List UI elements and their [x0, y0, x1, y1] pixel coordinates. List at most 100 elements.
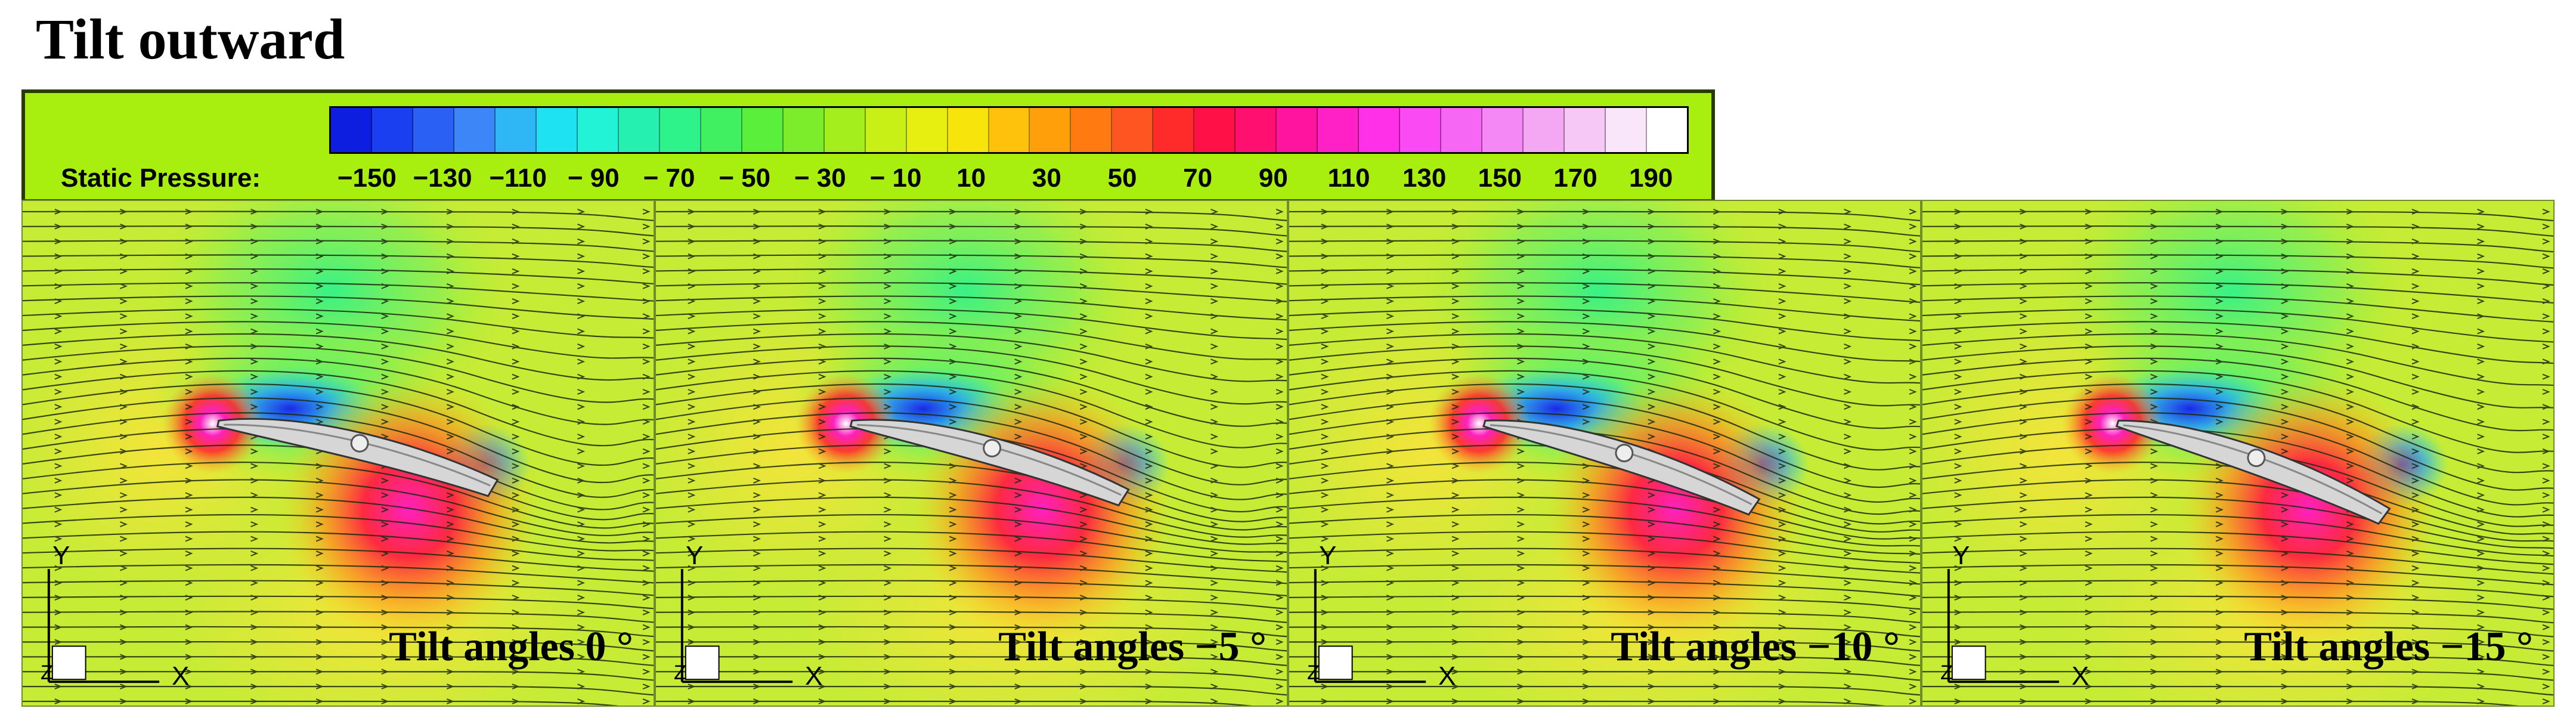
streamline	[23, 547, 654, 572]
axis-z-label: Z	[674, 661, 686, 684]
streamline	[1289, 700, 1886, 706]
axis-y-label: Y	[1952, 541, 1970, 570]
streamline	[23, 531, 654, 561]
streamline	[1289, 513, 1920, 555]
streamline	[1289, 656, 1920, 666]
streamline	[656, 564, 1287, 584]
streamline	[1922, 308, 2553, 343]
streamline	[1289, 282, 1920, 303]
streamline	[656, 641, 1287, 652]
streamline	[1289, 383, 1920, 471]
streamline	[23, 496, 654, 544]
axis-x-label: X	[172, 661, 190, 691]
streamline	[1922, 513, 2553, 557]
streamline	[23, 295, 654, 320]
streamline	[1922, 370, 2553, 453]
streamline	[1922, 383, 2553, 474]
streamline	[1289, 496, 1920, 547]
streamline	[23, 240, 654, 252]
axis-y-label: Y	[52, 541, 70, 570]
colorbar-tick-label: −110	[489, 163, 547, 193]
colorbar-cell	[701, 108, 742, 152]
panel-label: Tilt angles −10 °	[1611, 624, 1900, 670]
streamline	[656, 428, 1287, 513]
colorbar-cell	[1112, 108, 1154, 152]
colorbar-cell	[1030, 108, 1072, 152]
pressure-field	[1289, 201, 1920, 706]
streamline	[23, 686, 654, 696]
axis-x-label: X	[2072, 661, 2089, 691]
streamline	[656, 580, 1287, 596]
panel-tilt-minus-10: Y X Z Tilt angles −10 °	[1288, 200, 1921, 707]
streamline	[656, 397, 1287, 485]
streamline	[1289, 611, 1920, 623]
streamline	[1922, 444, 2553, 527]
streamline	[1922, 611, 2553, 624]
streamline	[23, 397, 654, 484]
colorbar-cell	[1524, 108, 1565, 152]
colorbar-tick-label: − 30	[794, 163, 846, 193]
streamline	[1289, 357, 1920, 429]
streamline	[23, 656, 654, 666]
streamline	[656, 295, 1287, 321]
colorbar-cell	[1318, 108, 1360, 152]
streamline	[1922, 671, 2553, 681]
wing-body	[849, 419, 1130, 507]
streamline	[23, 370, 654, 447]
streamline	[1922, 321, 2553, 364]
streamline	[23, 308, 654, 339]
streamline	[1289, 397, 1920, 488]
colorbar-tick-label: −150	[337, 163, 397, 193]
axis-y-label: Y	[1319, 541, 1337, 570]
streamline	[656, 383, 1287, 468]
colorbar-cell	[783, 108, 825, 152]
streamline	[1289, 595, 1920, 610]
colorbar-cell	[1400, 108, 1442, 152]
pressure-field	[656, 201, 1287, 706]
axis-x-label: X	[1438, 661, 1456, 691]
panel-tilt-minus-5: Y X Z Tilt angles −5 °	[655, 200, 1288, 707]
streamline	[23, 225, 654, 237]
colorbar-tick-label: −130	[413, 163, 472, 193]
streamline	[656, 345, 1287, 405]
axis-z-label: Z	[1940, 661, 1953, 684]
colorbar-cell	[1277, 108, 1318, 152]
streamline	[1289, 308, 1920, 342]
colorbar-tick-label: 190	[1628, 163, 1673, 193]
streamline	[1289, 254, 1920, 269]
streamline	[1289, 671, 1920, 681]
streamline	[656, 496, 1287, 545]
streamline	[23, 626, 654, 638]
panel-label: Tilt angles −15 °	[2244, 624, 2533, 670]
colorbar-cell	[1647, 108, 1687, 152]
streamline	[1289, 580, 1920, 597]
legend-label: Static Pressure:	[61, 163, 261, 193]
streamline	[656, 671, 1287, 681]
panel-tilt-minus-15: Y X Z Tilt angles −15 °	[1921, 200, 2555, 707]
colorbar-tick-label: 50	[1107, 163, 1137, 193]
streamline	[1289, 295, 1920, 322]
colorbar-cell	[989, 108, 1030, 152]
colorbar-cell	[1441, 108, 1483, 152]
axis-z-label: Z	[1307, 661, 1320, 684]
streamline	[656, 531, 1287, 562]
colorbar-tick-label: − 90	[567, 163, 620, 193]
colorbar-tick-label: 130	[1402, 163, 1447, 193]
streamline	[23, 580, 654, 596]
streamline	[1922, 626, 2553, 638]
colorbar-tick-label: 10	[956, 163, 986, 193]
axis-triad	[1947, 569, 2060, 683]
streamline	[1922, 428, 2553, 518]
colorbar-tick-label: 70	[1183, 163, 1213, 193]
streamline	[23, 383, 654, 466]
axis-y-label: Y	[686, 541, 704, 570]
streamline	[656, 547, 1287, 573]
streamline	[1289, 531, 1920, 564]
colorbar-tick-label: − 70	[643, 163, 695, 193]
streamline	[23, 700, 620, 706]
figure-title: Tilt outward	[36, 7, 345, 71]
streamline	[23, 671, 654, 681]
colorbar-cell	[331, 108, 372, 152]
colorbar-ticks: −150 −130 −110 − 90 − 70 − 50 − 30 − 10 10 30 50 70…	[329, 163, 1689, 199]
colorbar-tick-label: 110	[1327, 163, 1370, 193]
